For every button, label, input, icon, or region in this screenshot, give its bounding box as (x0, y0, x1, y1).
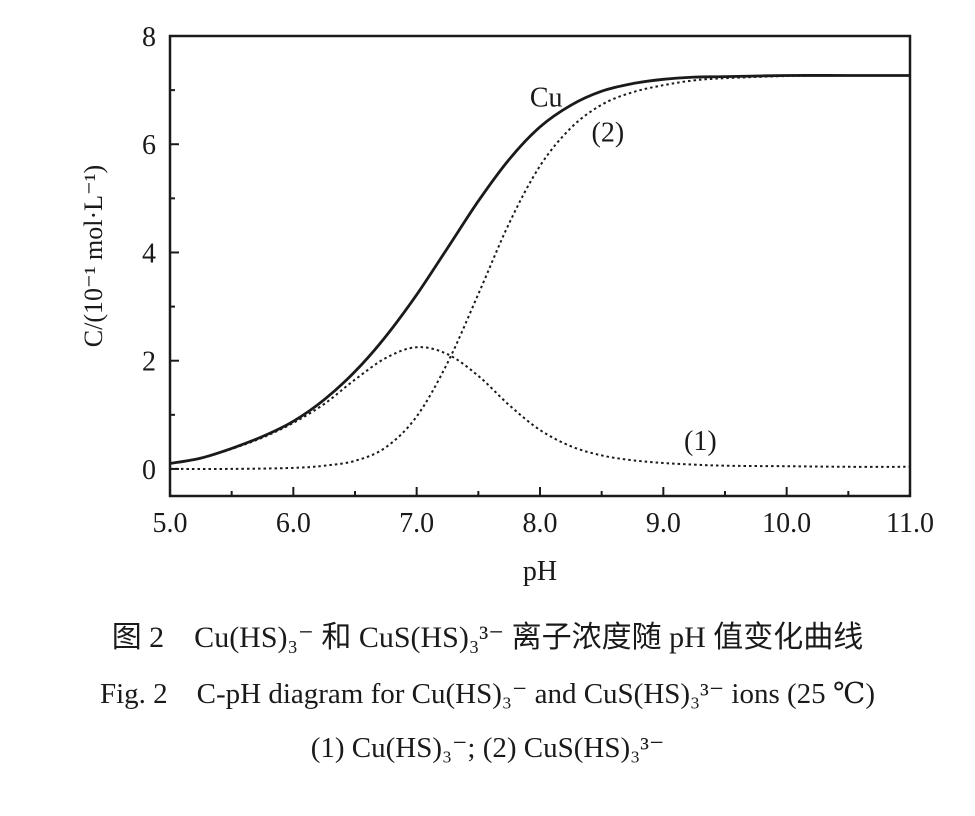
x-tick-label: 11.0 (886, 508, 934, 539)
chart: 5.0 6.0 7.0 8.0 9.0 10.0 11.0 0 2 4 6 8 Cu (2) (1) p… (79, 22, 934, 587)
y-axis: 0 2 4 6 8 (142, 22, 179, 486)
y-tick-label: 4 (142, 238, 156, 269)
x-tick-label: 7.0 (399, 508, 434, 539)
figure-caption-legend: (1) Cu(HS)₃⁻; (2) CuS(HS)₃³⁻ (310, 732, 665, 764)
x-axis-label: pH (523, 556, 557, 587)
y-tick-label: 6 (142, 130, 156, 161)
y-tick-label: 0 (142, 455, 156, 486)
series-Cu-line (169, 74, 910, 465)
x-tick-label: 9.0 (646, 508, 681, 539)
x-tick-label: 8.0 (523, 508, 558, 539)
series-1-line (169, 346, 911, 468)
curve-label: (2) (592, 118, 625, 149)
series-layer (169, 74, 911, 470)
x-axis: 5.0 6.0 7.0 8.0 9.0 10.0 11.0 (153, 487, 934, 539)
y-axis-label: C/(10⁻¹ mol·L⁻¹) (79, 165, 108, 347)
x-tick-label: 5.0 (153, 508, 188, 539)
annotation-layer: Cu (2) (1) (530, 82, 717, 457)
curve-label: (1) (684, 426, 717, 457)
x-tick-label: 10.0 (762, 508, 811, 539)
y-tick-label: 8 (142, 22, 156, 53)
figure-caption-chinese: 图 2 Cu(HS)₃⁻ 和 CuS(HS)₃³⁻ 离子浓度随 pH 值变化曲线 (111, 621, 864, 654)
x-tick-label: 6.0 (276, 508, 311, 539)
curve-label: Cu (530, 82, 563, 113)
series-2-line (169, 74, 911, 470)
figure-caption-english: Fig. 2 C-pH diagram for Cu(HS)₃⁻ and CuS… (99, 678, 876, 710)
y-tick-label: 2 (142, 347, 156, 378)
